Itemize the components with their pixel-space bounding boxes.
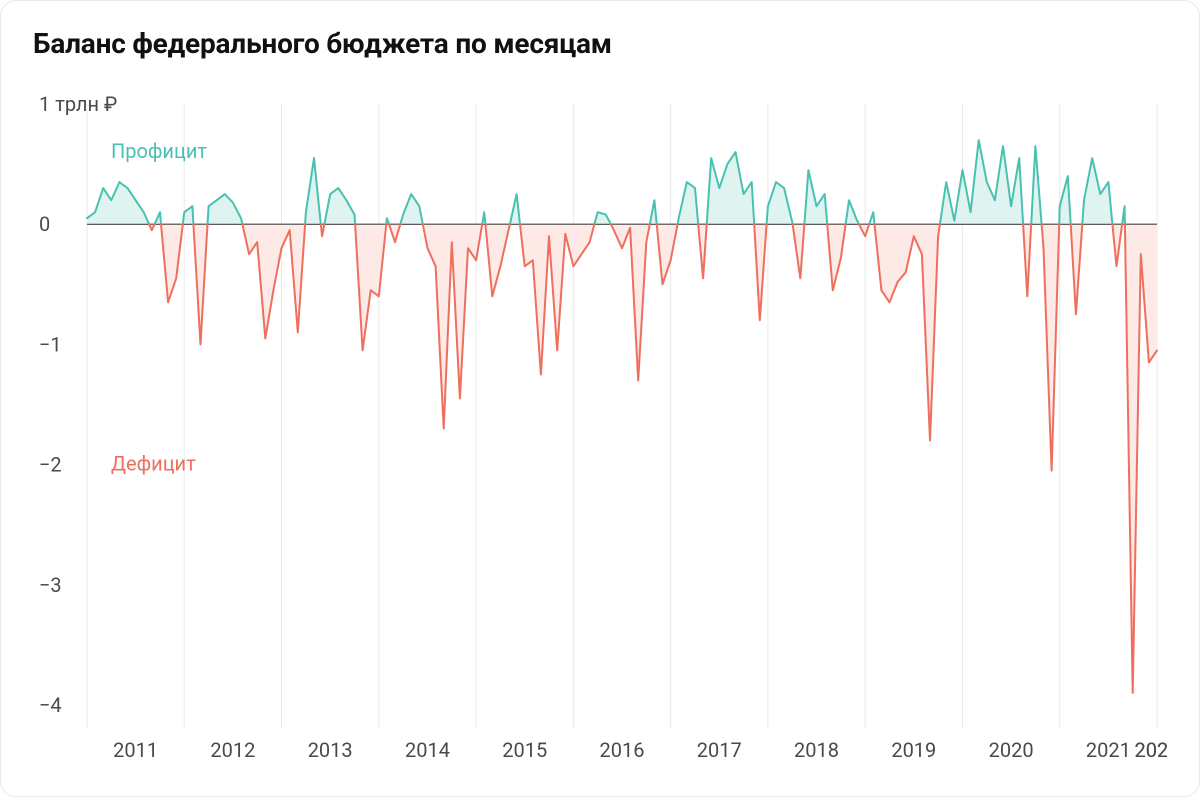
surplus-area (1082, 158, 1112, 224)
x-tick-label: 2023 (1135, 738, 1167, 762)
y-tick-label: −2 (39, 453, 62, 477)
surplus-label: Профицит (111, 139, 207, 163)
chart-title: Баланс федерального бюджета по месяцам (33, 27, 1167, 60)
area-chart-svg: 2011 2012 2013 2014 2015 2016 2017 2018 2019 2020… (33, 70, 1167, 769)
y-unit-label: 1 трлн ₽ (39, 92, 117, 116)
x-tick-label: 2018 (794, 738, 839, 762)
deficit-area (242, 224, 305, 338)
deficit-area (520, 224, 594, 374)
y-tick-label: 0 (39, 212, 50, 236)
deficit-label: Дефицит (111, 452, 196, 476)
x-tick-label: 2014 (405, 738, 450, 762)
x-tick-label: 2017 (697, 738, 742, 762)
x-tick-label: 2011 (113, 738, 158, 762)
x-tick-label: 2013 (308, 738, 353, 762)
x-tick-label: 2016 (600, 738, 645, 762)
y-tick-label: −1 (39, 332, 62, 356)
x-tick-label: 2015 (502, 738, 547, 762)
x-tick-label: 2020 (989, 738, 1034, 762)
chart-card: Баланс федерального бюджета по месяцам 2… (0, 0, 1200, 797)
y-tick-label: −3 (39, 573, 62, 597)
x-tick-label: 2012 (210, 738, 255, 762)
y-tick-label: −4 (39, 693, 62, 717)
deficit-area (193, 224, 207, 344)
deficit-area (875, 224, 940, 440)
x-tick-label: 2021 (1086, 738, 1131, 762)
x-tick-label: 2019 (891, 738, 936, 762)
surplus-area (87, 182, 149, 224)
chart-area: 2011 2012 2013 2014 2015 2016 2017 2018 2019 2020… (33, 70, 1167, 769)
